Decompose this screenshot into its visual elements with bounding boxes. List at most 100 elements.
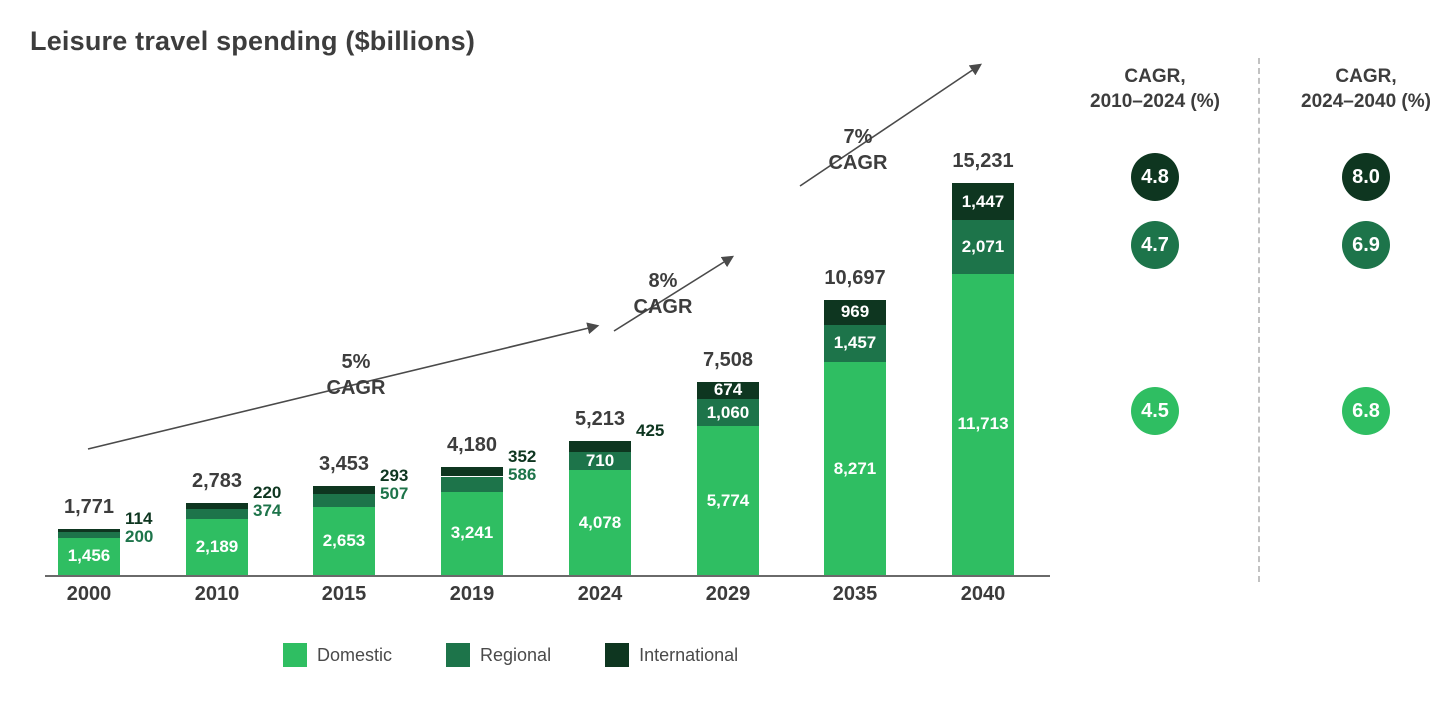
- bar-segment-regional-2000: [58, 532, 120, 538]
- x-axis-label: 2035: [832, 583, 878, 605]
- cagr-value: 4.7: [1141, 233, 1169, 256]
- cagr-title-line1: CAGR,: [1124, 66, 1186, 87]
- bar-segment-regional-2019: [441, 476, 503, 492]
- annotation-cagr-7pct: 7% CAGR: [798, 124, 918, 176]
- bar-segment-international-2015: [313, 486, 375, 494]
- cagr-value: 8.0: [1352, 165, 1380, 188]
- segment-value-label: 2,189: [195, 536, 239, 556]
- segment-value-label-outside: 200: [125, 527, 154, 547]
- bar-total-label: 15,231: [952, 150, 1014, 172]
- segment-value-label: 3,241: [450, 523, 494, 543]
- cagr-title-line2: 2024–2040 (%): [1301, 91, 1431, 112]
- bar-segment-domestic-2029: [697, 426, 759, 575]
- x-axis-label: 2015: [321, 583, 367, 605]
- legend-item-domestic: Domestic: [283, 643, 392, 667]
- annotation-label: CAGR: [633, 296, 693, 318]
- bar-segment-domestic-2000: [58, 537, 120, 575]
- bar-total-label: 1,771: [63, 496, 115, 519]
- x-axis-line: [45, 575, 1050, 577]
- bar-total-label: 4,180: [446, 434, 498, 457]
- segment-value-label-outside: 352: [508, 447, 537, 467]
- segment-value-label: 5,774: [706, 490, 750, 510]
- segment-value-label-outside: 425: [636, 420, 665, 440]
- segment-value-label-outside: 374: [253, 501, 282, 521]
- bar-segment-domestic-2015: [313, 506, 375, 575]
- bar-segment-regional-2015: [313, 493, 375, 507]
- annotation-cagr-8pct: 8% CAGR: [603, 268, 723, 320]
- cagr-panel-title-2010-2024: CAGR, 2010–2024 (%): [1069, 64, 1241, 114]
- cagr-badge-international-2010-2024: 4.8: [1131, 153, 1179, 201]
- annotation-cagr-5pct: 5% CAGR: [296, 349, 416, 401]
- bar-segment-international-2000: [58, 529, 120, 533]
- bar-segment-international-2010: [186, 503, 248, 510]
- bar-segment-regional-2029: [697, 399, 759, 427]
- bar-segment-regional-2035: [824, 324, 886, 363]
- segment-value-label: 1,447: [961, 191, 1005, 211]
- legend-label-domestic: Domestic: [317, 644, 393, 665]
- bar-segment-regional-2040: [952, 220, 1014, 274]
- chart-legend: Domestic Regional International: [283, 643, 738, 667]
- legend-label-international: International: [639, 644, 739, 665]
- cagr-badge-regional-2024-2040: 6.9: [1342, 221, 1390, 269]
- segment-value-label: 4,078: [578, 512, 622, 532]
- segment-value-label: 11,713: [957, 414, 1009, 434]
- segment-value-label-outside: 293: [380, 466, 409, 486]
- segment-value-label-outside: 507: [380, 484, 409, 504]
- x-axis-label: 2029: [705, 583, 751, 605]
- annotation-value: 7%: [843, 126, 873, 148]
- segment-value-label-outside: 114: [125, 509, 153, 529]
- cagr-value: 6.9: [1352, 233, 1380, 256]
- segment-value-label: 710: [585, 450, 615, 470]
- segment-value-label: 2,653: [322, 530, 366, 550]
- bar-segment-regional-2010: [186, 509, 248, 519]
- cagr-title-line1: CAGR,: [1335, 66, 1397, 87]
- cagr-panel-title-2024-2040: CAGR, 2024–2040 (%): [1280, 64, 1452, 114]
- legend-item-international: International: [605, 643, 738, 667]
- x-axis-label: 2010: [194, 583, 240, 605]
- bar-segment-domestic-2035: [824, 362, 886, 575]
- segment-value-label-outside: 220: [253, 483, 282, 503]
- cagr-badge-regional-2010-2024: 4.7: [1131, 221, 1179, 269]
- bar-segment-international-2019: [441, 467, 503, 477]
- legend-swatch-regional: [446, 643, 471, 667]
- cagr-value: 4.5: [1141, 399, 1169, 422]
- cagr-badge-domestic-2010-2024: 4.5: [1131, 387, 1179, 435]
- cagr-value: 6.8: [1352, 399, 1380, 422]
- bar-segment-domestic-2024: [569, 470, 631, 575]
- cagr-badge-domestic-2024-2040: 6.8: [1342, 387, 1390, 435]
- legend-label-regional: Regional: [480, 644, 552, 665]
- bar-segment-international-2040: [952, 183, 1014, 221]
- panel-divider: [1258, 58, 1260, 582]
- legend-swatch-international: [605, 643, 630, 667]
- annotation-value: 8%: [648, 270, 678, 292]
- segment-value-label: 2,071: [961, 236, 1005, 256]
- page-title: Leisure travel spending ($billions): [30, 26, 476, 56]
- bar-segment-domestic-2010: [186, 518, 248, 575]
- bar-segment-international-2029: [697, 381, 759, 400]
- bar-segment-domestic-2019: [441, 491, 503, 575]
- bar-total-label: 2,783: [191, 470, 243, 493]
- annotation-label: CAGR: [326, 377, 386, 399]
- x-axis-label: 2024: [577, 583, 623, 605]
- segment-value-label: 674: [713, 380, 743, 400]
- bar-segment-domestic-2040: [952, 273, 1014, 575]
- cagr-value: 4.8: [1141, 165, 1169, 188]
- bar-total-label: 5,213: [574, 407, 626, 430]
- x-axis-label: 2019: [449, 583, 495, 605]
- bar-segment-international-2035: [824, 299, 886, 325]
- cagr-badge-international-2024-2040: 8.0: [1342, 153, 1390, 201]
- legend-swatch-domestic: [283, 643, 307, 667]
- bar-total-label: 7,508: [702, 348, 754, 371]
- annotation-label: CAGR: [828, 152, 888, 174]
- segment-value-label: 969: [840, 302, 870, 322]
- segment-value-label: 1,457: [833, 333, 877, 353]
- bar-segment-international-2024: [569, 440, 631, 452]
- bar-total-label: 3,453: [318, 453, 370, 476]
- segment-value-label: 1,060: [706, 402, 750, 422]
- x-axis-label: 2040: [960, 583, 1006, 605]
- bar-segment-regional-2024: [569, 451, 631, 471]
- x-axis-label: 2000: [66, 583, 112, 605]
- segment-value-label-outside: 586: [508, 465, 537, 485]
- legend-item-regional: Regional: [446, 643, 551, 667]
